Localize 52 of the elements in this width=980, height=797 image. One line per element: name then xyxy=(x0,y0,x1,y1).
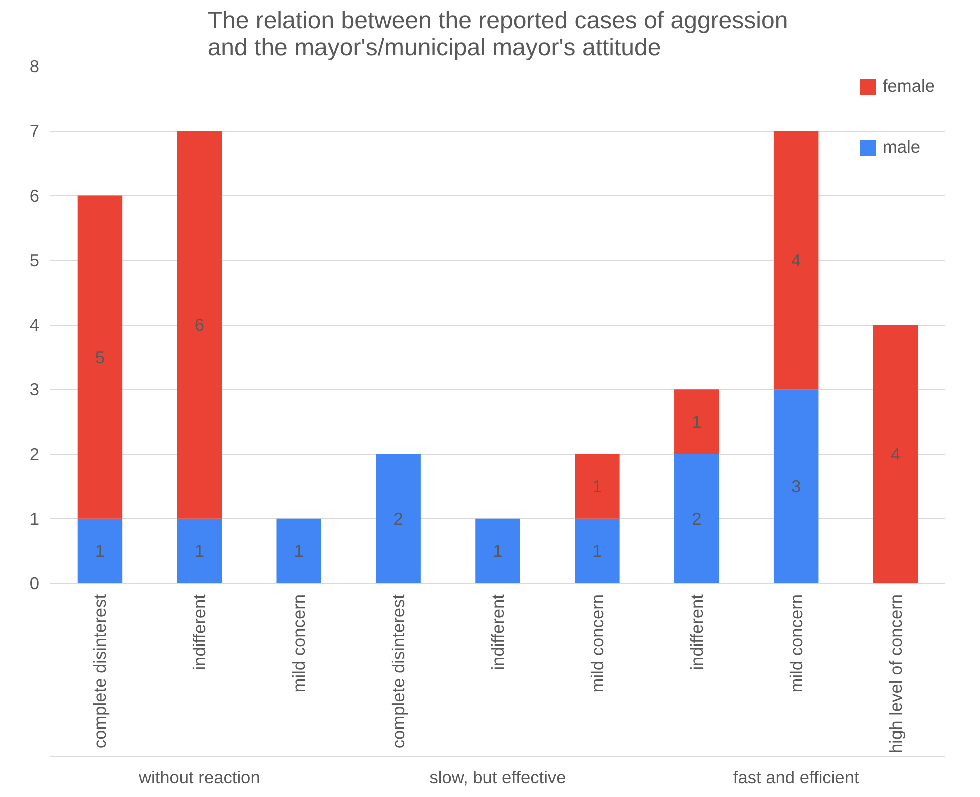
data-label: 1 xyxy=(592,541,602,562)
bar xyxy=(575,454,620,519)
x-tick-label: indifferent xyxy=(686,594,707,670)
legend-label: male xyxy=(882,137,921,158)
x-tick-label: indifferent xyxy=(190,594,210,670)
data-label: 2 xyxy=(394,508,404,529)
chart-title: The relation between the reported cases of aggression and the mayor's/municipal mayor's attitude xyxy=(208,8,788,62)
x-tick-label: complete disinterest xyxy=(90,594,110,749)
data-label: 5 xyxy=(95,347,106,368)
data-label: 1 xyxy=(194,541,204,562)
data-label: 3 xyxy=(792,476,802,497)
data-label: 2 xyxy=(692,508,702,529)
y-tick-label: 3 xyxy=(30,380,40,400)
bar xyxy=(575,518,620,584)
x-tick-label: mild concern xyxy=(289,594,310,693)
text: without reaction xyxy=(138,768,260,788)
bar xyxy=(873,325,918,584)
x-tick-label: complete disinterest xyxy=(388,594,409,749)
bar xyxy=(276,518,322,584)
bar xyxy=(177,518,222,584)
x-tick-label: mild concern xyxy=(587,594,608,693)
bar xyxy=(78,518,123,584)
y-tick-label: 8 xyxy=(30,56,40,76)
bar xyxy=(774,131,819,390)
bar xyxy=(376,454,421,584)
x-tick-label: indifferent xyxy=(488,594,508,670)
y-tick-label: 0 xyxy=(30,574,40,594)
data-label: 4 xyxy=(890,444,901,464)
data-label: 1 xyxy=(95,541,106,562)
text: slow, but effective xyxy=(430,768,566,788)
y-tick-label: 4 xyxy=(30,315,40,335)
bar xyxy=(674,390,720,454)
bar xyxy=(177,131,222,519)
bar xyxy=(774,390,819,584)
x-tick-label: mild concern xyxy=(786,594,806,693)
y-tick-label: 7 xyxy=(30,121,40,142)
legend-label: female xyxy=(882,76,935,97)
data-label: 1 xyxy=(592,476,602,497)
data-label: 1 xyxy=(692,412,702,432)
y-tick-label: 5 xyxy=(30,250,40,270)
data-label: 4 xyxy=(792,250,802,270)
bar xyxy=(674,454,720,584)
x-tick-label: high level of concern xyxy=(886,594,906,754)
data-label: 1 xyxy=(493,541,503,562)
text: fast and efficient xyxy=(733,768,860,788)
y-tick-label: 6 xyxy=(30,186,40,206)
bar xyxy=(476,518,520,584)
y-tick-label: 1 xyxy=(30,508,40,529)
data-label: 6 xyxy=(194,315,204,335)
data-label: 1 xyxy=(294,541,304,562)
y-tick-label: 2 xyxy=(30,444,40,464)
bar xyxy=(78,196,123,519)
